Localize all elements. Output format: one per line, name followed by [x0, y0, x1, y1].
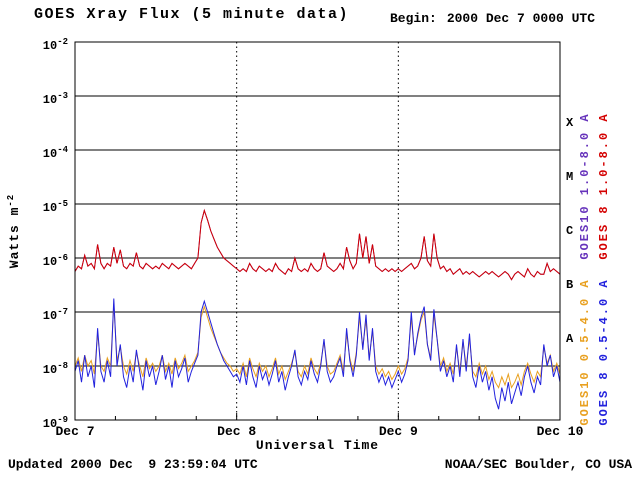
y-tick-label: 10-8: [42, 361, 68, 377]
legend-goes-8-1-0-8-0-a: GOES 8 1.0-8.0 A: [597, 112, 611, 260]
series-goes10-1-0-8-0-a: [75, 208, 560, 281]
y-tick-label: 10-3: [42, 91, 68, 107]
begin-timestamp: Begin: 2000 Dec 7 0000 UTC: [390, 11, 595, 26]
begin-value: 2000 Dec 7 0000 UTC: [446, 11, 596, 26]
x-axis-label: Universal Time: [255, 438, 380, 453]
y-axis-label-exponent: -2: [5, 193, 16, 207]
flare-class-label-c: C: [566, 224, 574, 238]
series-goes-8-0-5-4-0-a: [75, 298, 560, 410]
y-axis-label: Watts m-2: [6, 194, 22, 268]
flare-class-label-m: M: [566, 170, 574, 184]
chart-title: GOES Xray Flux (5 minute data): [34, 6, 350, 23]
x-tick-label: Dec 7: [55, 424, 95, 439]
x-tick-label: Dec 9: [378, 424, 418, 439]
y-tick-label: 10-9: [42, 415, 68, 431]
y-tick-label: 10-5: [42, 199, 68, 215]
y-tick-label: 10-6: [42, 253, 68, 269]
flare-class-label-a: A: [566, 332, 574, 346]
y-tick-label: 10-4: [42, 145, 68, 161]
legend-goes10-0-5-4-0-a: GOES10 0.5-4.0 A: [578, 278, 592, 426]
y-tick-label: 10-7: [42, 307, 68, 323]
flare-class-label-b: B: [566, 278, 574, 292]
flare-class-label-x: X: [566, 116, 574, 130]
series-goes10-0-5-4-0-a: [75, 303, 560, 389]
legend-goes10-1-0-8-0-a: GOES10 1.0-8.0 A: [578, 112, 592, 260]
updated-timestamp: Updated 2000 Dec 9 23:59:04 UTC: [8, 457, 258, 472]
begin-label: Begin:: [390, 11, 437, 26]
series-goes-8-1-0-8-0-a: [75, 208, 560, 281]
x-tick-label: Dec 8: [217, 424, 257, 439]
legend-goes-8-0-5-4-0-a: GOES 8 0.5-4.0 A: [597, 278, 611, 426]
plot-frame: [74, 41, 561, 421]
y-tick-label: 10-2: [42, 37, 68, 53]
x-tick-label: Dec 10: [536, 424, 584, 439]
credit: NOAA/SEC Boulder, CO USA: [444, 457, 632, 472]
y-axis-label-text: Watts m: [7, 206, 23, 269]
